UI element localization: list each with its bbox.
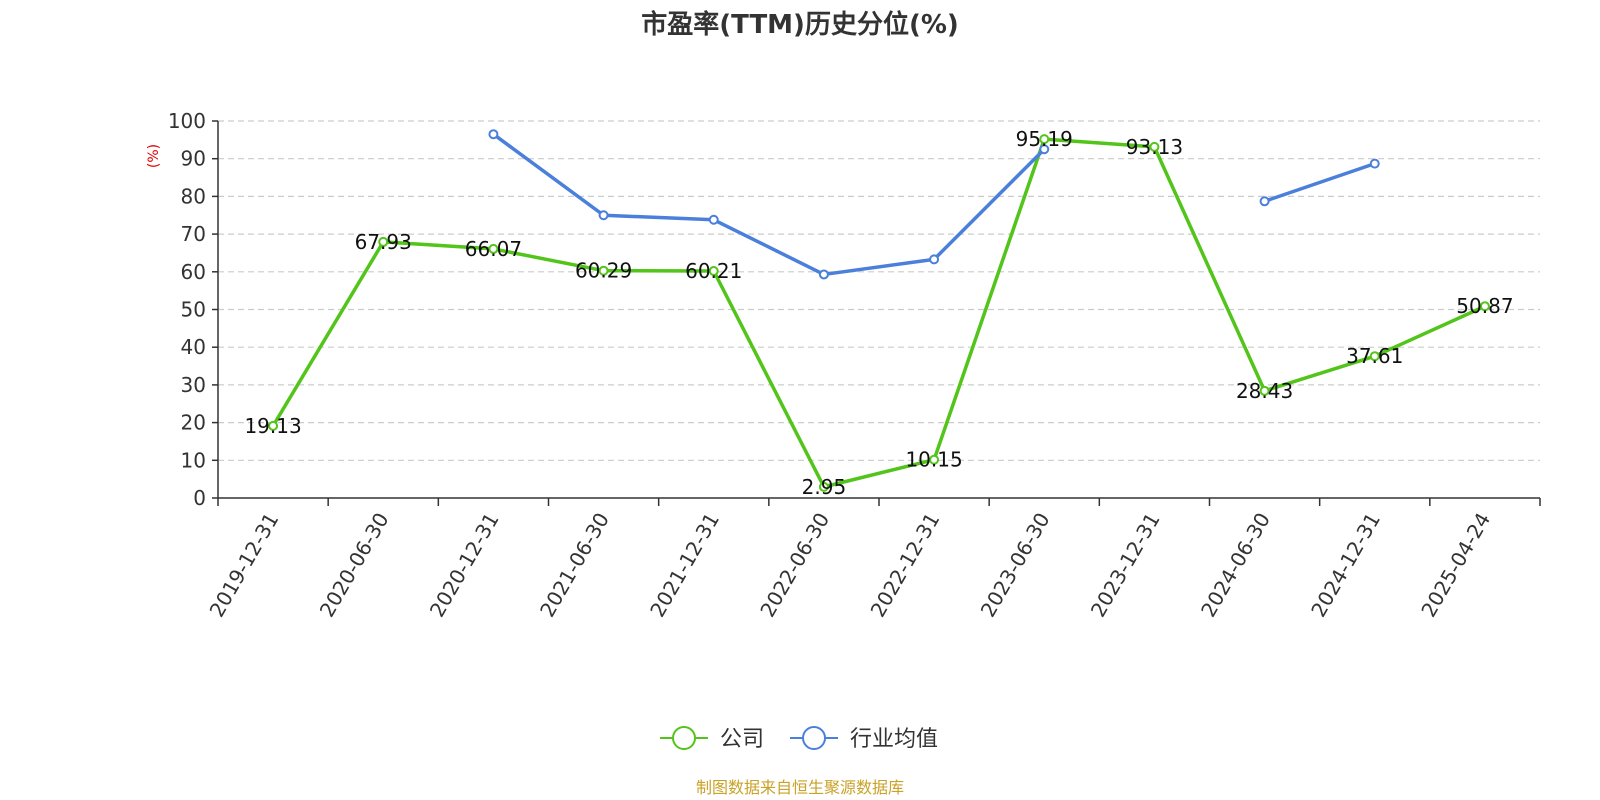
y-tick-label: 10 — [181, 448, 206, 472]
y-tick-label: 70 — [181, 222, 206, 246]
data-label: 50.87 — [1456, 294, 1513, 318]
legend-label: 行业均值 — [850, 727, 938, 752]
y-tick-label: 80 — [181, 184, 206, 208]
data-point[interactable] — [708, 266, 719, 277]
series-points — [268, 129, 1490, 492]
y-tick-label: 40 — [181, 335, 206, 359]
series-line-1 — [1264, 161, 1376, 203]
data-label: 67.93 — [355, 230, 412, 254]
data-point[interactable] — [378, 236, 389, 247]
legend-item-0[interactable]: 公司 — [660, 726, 764, 752]
data-label: 19.13 — [244, 414, 301, 438]
data-label: 28.43 — [1236, 379, 1293, 403]
data-point[interactable] — [1039, 144, 1050, 155]
legend-marker — [802, 726, 826, 750]
legend[interactable]: 公司 行业均值 — [660, 726, 938, 752]
x-tick-label: 2024-12-31 — [1306, 509, 1385, 622]
data-point[interactable] — [1369, 351, 1380, 362]
y-tick-label: 100 — [168, 109, 206, 133]
data-label: 60.21 — [685, 259, 742, 283]
series-line-1 — [492, 132, 1046, 277]
data-point[interactable] — [488, 129, 499, 140]
data-labels: 19.13 67.93 66.07 60.29 60.21 2.95 10.15 95.19 9… — [244, 127, 1513, 499]
x-tick-label: 2022-12-31 — [866, 508, 945, 621]
data-point[interactable] — [488, 243, 499, 254]
x-tick-label: 2020-12-31 — [425, 508, 504, 621]
data-point[interactable] — [1149, 141, 1160, 152]
y-tick-label: 30 — [181, 373, 206, 397]
y-tick-label: 0 — [193, 486, 206, 510]
legend-label: 公司 — [720, 727, 764, 752]
data-point[interactable] — [268, 420, 279, 431]
series-lines — [271, 132, 1486, 489]
legend-item-1[interactable]: 行业均值 — [790, 726, 938, 752]
x-tick-label: 2019-12-31 — [205, 509, 284, 622]
data-label: 2.95 — [802, 475, 847, 499]
data-label: 93.13 — [1126, 135, 1183, 159]
data-point[interactable] — [1479, 301, 1490, 312]
y-tick-label: 60 — [181, 260, 206, 284]
data-point[interactable] — [1259, 196, 1270, 207]
data-point[interactable] — [1259, 385, 1270, 396]
y-axis: 0 10 20 30 40 50 60 70 80 90 100 — [168, 109, 219, 510]
x-tick-label: 2023-06-30 — [976, 509, 1055, 622]
data-point[interactable] — [818, 481, 829, 492]
source-note: 制图数据来自恒生聚源数据库 — [696, 778, 904, 797]
x-tick-label: 2020-06-30 — [315, 509, 394, 622]
y-tick-label: 50 — [181, 298, 206, 322]
chart-title: 市盈率(TTM)历史分位(%) — [641, 9, 959, 40]
data-point[interactable] — [929, 254, 940, 265]
x-axis: 2019-12-31 2020-06-30 2020-12-31 2021-06-30… — [205, 497, 1541, 622]
x-tick-label: 2023-12-31 — [1086, 509, 1165, 622]
data-label: 66.07 — [465, 237, 522, 261]
data-label: 60.29 — [575, 259, 632, 283]
y-axis-unit: (%) — [146, 144, 162, 168]
series-line-0 — [271, 137, 1486, 489]
data-label: 95.19 — [1016, 127, 1073, 151]
data-point[interactable] — [929, 454, 940, 465]
x-tick-label: 2021-06-30 — [535, 509, 614, 622]
data-point[interactable] — [1039, 134, 1050, 145]
y-tick-label: 20 — [181, 411, 206, 435]
x-tick-label: 2021-12-31 — [645, 509, 724, 622]
data-point[interactable] — [818, 269, 829, 280]
data-point[interactable] — [598, 210, 609, 221]
x-tick-label: 2024-06-30 — [1196, 509, 1275, 622]
data-point[interactable] — [708, 214, 719, 225]
x-tick-label: 2022-06-30 — [755, 509, 834, 622]
data-point[interactable] — [1369, 158, 1380, 169]
grid — [218, 120, 1540, 461]
data-label: 10.15 — [905, 448, 962, 472]
legend-marker — [672, 726, 696, 750]
data-point[interactable] — [598, 265, 609, 276]
x-tick-label: 2025-04-24 — [1416, 509, 1495, 622]
data-label: 37.61 — [1346, 344, 1403, 368]
y-tick-label: 90 — [181, 147, 206, 171]
